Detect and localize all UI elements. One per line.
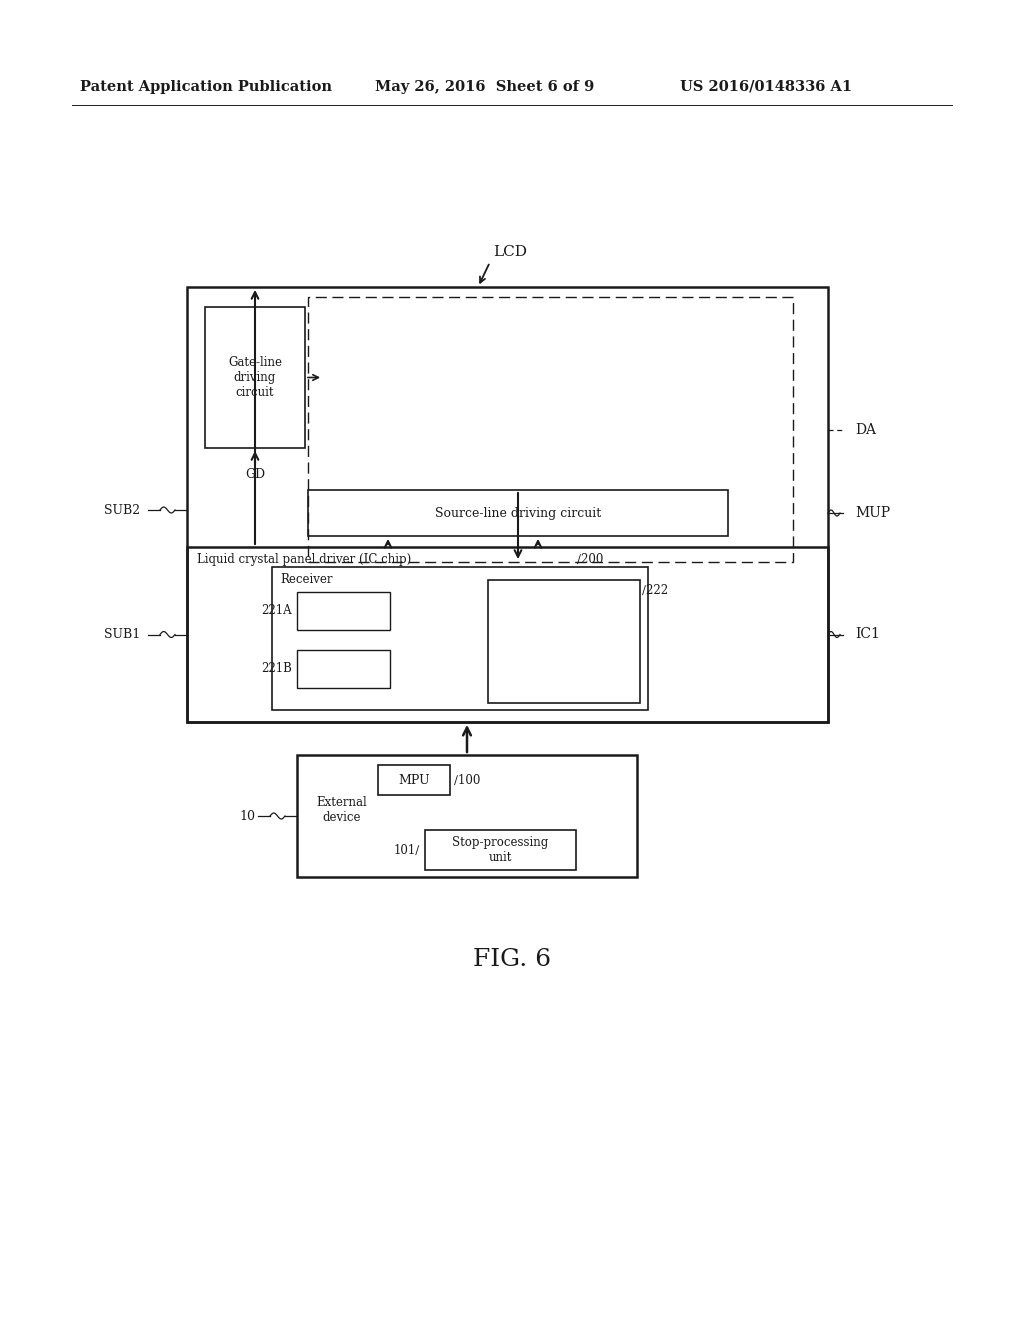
Text: 221A: 221A [261, 605, 292, 618]
Text: MPU: MPU [398, 774, 430, 787]
Bar [308, 490, 728, 536]
Text: FIG. 6: FIG. 6 [473, 949, 551, 972]
Text: 101∕: 101∕ [394, 843, 420, 857]
Text: Patent Application Publication: Patent Application Publication [80, 81, 332, 94]
Text: US 2016/0148336 A1: US 2016/0148336 A1 [680, 81, 852, 94]
Bar [488, 579, 640, 704]
Text: ∕100: ∕100 [454, 774, 480, 787]
Bar [425, 830, 575, 870]
Text: Stop-processing
unit: Stop-processing unit [453, 836, 549, 865]
Text: ∕200: ∕200 [577, 553, 603, 566]
Text: DA: DA [855, 422, 876, 437]
Text: SUB1: SUB1 [103, 628, 140, 642]
Text: External
device: External device [316, 796, 368, 824]
Text: Source-line driving circuit: Source-line driving circuit [435, 507, 601, 520]
Text: Liquid crystal panel driver (IC chip): Liquid crystal panel driver (IC chip) [197, 553, 412, 566]
Bar [297, 649, 390, 688]
Text: LCD: LCD [493, 246, 527, 259]
Text: May 26, 2016  Sheet 6 of 9: May 26, 2016 Sheet 6 of 9 [375, 81, 594, 94]
Text: SUB2: SUB2 [103, 503, 140, 516]
Text: 10: 10 [239, 809, 255, 822]
Text: 221B: 221B [261, 663, 292, 676]
Bar [205, 308, 305, 447]
Bar [308, 297, 793, 562]
Text: Receiver: Receiver [280, 573, 333, 586]
Bar [272, 568, 648, 710]
Bar [378, 766, 450, 795]
Bar [297, 755, 637, 876]
Text: IC1: IC1 [855, 627, 880, 642]
Bar [187, 286, 828, 722]
Text: ∕222: ∕222 [642, 583, 668, 597]
Text: GD: GD [245, 469, 265, 482]
Bar [297, 591, 390, 630]
Text: MUP: MUP [855, 506, 890, 520]
Text: Gate-line
driving
circuit: Gate-line driving circuit [228, 356, 282, 399]
Bar [187, 546, 828, 722]
